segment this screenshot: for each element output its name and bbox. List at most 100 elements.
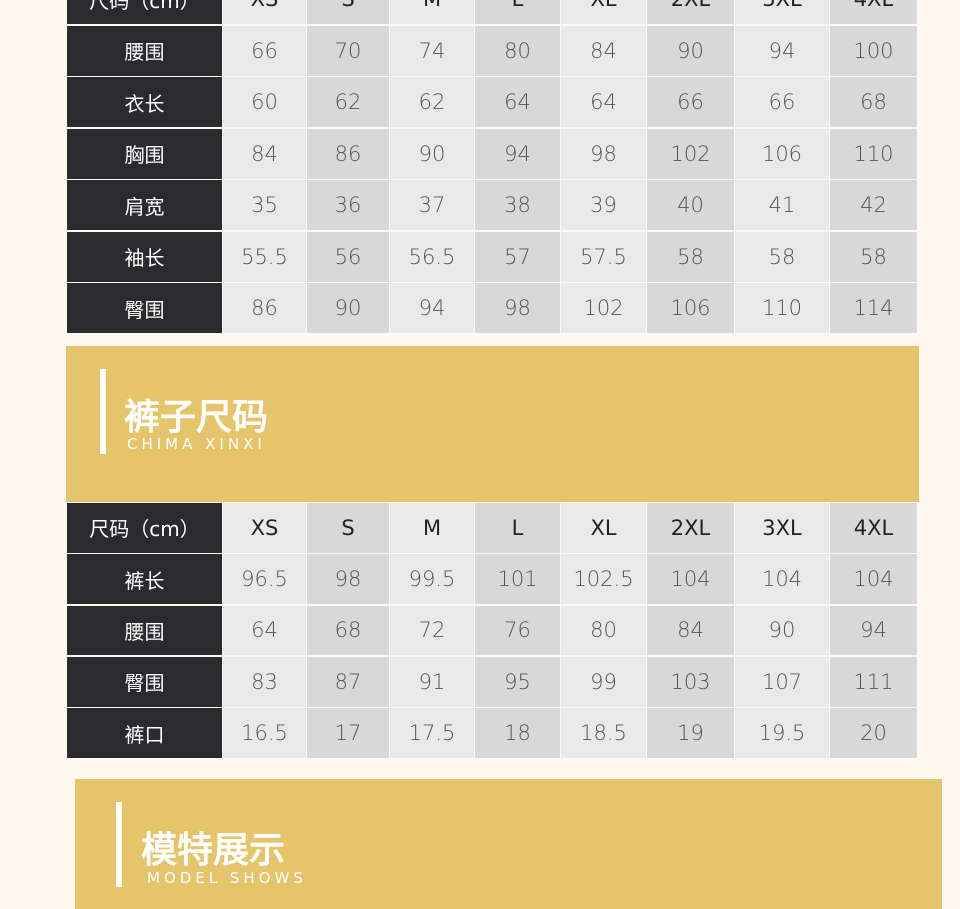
row-label: 腰围 [67, 605, 222, 656]
size-value: 17.5 [390, 708, 474, 758]
row-label: 臀围 [67, 283, 222, 333]
size-value: 90 [390, 128, 474, 179]
size-value: 58 [735, 231, 829, 282]
size-value: 102 [561, 283, 646, 333]
banner-subtitle: CHIMA XINXI [127, 435, 266, 453]
size-value: 94 [475, 128, 560, 179]
size-value: 95 [475, 656, 560, 707]
size-value: 107 [735, 656, 829, 707]
size-header: 4XL [830, 0, 917, 24]
size-value: 91 [390, 656, 474, 707]
size-value: 16.5 [223, 708, 306, 758]
size-value: 94 [830, 605, 917, 656]
size-value: 76 [475, 605, 560, 656]
size-header: XS [223, 0, 306, 24]
size-header: M [390, 503, 474, 553]
size-value: 98 [307, 554, 389, 605]
size-value: 110 [830, 128, 917, 179]
size-header: XL [561, 0, 646, 24]
size-value: 58 [830, 231, 917, 282]
size-value: 58 [647, 231, 734, 282]
size-value: 90 [735, 605, 829, 656]
size-value: 106 [647, 283, 734, 333]
size-header: S [307, 0, 389, 24]
size-value: 62 [307, 77, 389, 127]
size-value: 56 [307, 231, 389, 282]
size-value: 86 [307, 128, 389, 179]
size-value: 86 [223, 283, 306, 333]
accent-bar [100, 369, 106, 454]
banner-subtitle: MODEL SHOWS [147, 869, 307, 887]
size-value: 20 [830, 708, 917, 758]
size-header: L [475, 503, 560, 553]
size-value: 72 [390, 605, 474, 656]
size-value: 68 [307, 605, 389, 656]
size-value: 94 [735, 25, 829, 76]
banner-title: 裤子尺码 [124, 397, 269, 438]
size-value: 18.5 [561, 708, 646, 758]
banner-title: 模特展示 [141, 830, 286, 871]
size-value: 106 [735, 128, 829, 179]
size-value: 84 [223, 128, 306, 179]
size-value: 110 [735, 283, 829, 333]
size-value: 87 [307, 656, 389, 707]
row-label: 尺码（cm） [67, 0, 222, 24]
size-value: 18 [475, 708, 560, 758]
size-value: 84 [561, 25, 646, 76]
size-value: 70 [307, 25, 389, 76]
size-header: 3XL [735, 503, 829, 553]
size-value: 84 [647, 605, 734, 656]
size-value: 37 [390, 180, 474, 230]
size-value: 42 [830, 180, 917, 230]
size-value: 66 [223, 25, 306, 76]
size-value: 17 [307, 708, 389, 758]
size-value: 100 [830, 25, 917, 76]
size-value: 94 [390, 283, 474, 333]
size-value: 80 [561, 605, 646, 656]
size-value: 56.5 [390, 231, 474, 282]
size-value: 90 [647, 25, 734, 76]
size-value: 62 [390, 77, 474, 127]
size-value: 39 [561, 180, 646, 230]
size-value: 55.5 [223, 231, 306, 282]
row-label: 尺码（cm） [67, 503, 222, 553]
size-value: 96.5 [223, 554, 306, 605]
size-value: 103 [647, 656, 734, 707]
size-value: 83 [223, 656, 306, 707]
size-header: L [475, 0, 560, 24]
size-value: 99 [561, 656, 646, 707]
row-label: 臀围 [67, 656, 222, 707]
size-value: 114 [830, 283, 917, 333]
size-header: 3XL [735, 0, 829, 24]
size-value: 66 [735, 77, 829, 127]
accent-bar [116, 802, 122, 887]
row-label: 衣长 [67, 77, 222, 127]
size-value: 64 [223, 605, 306, 656]
size-header: XS [223, 503, 306, 553]
size-value: 40 [647, 180, 734, 230]
size-value: 102 [647, 128, 734, 179]
size-value: 101 [475, 554, 560, 605]
size-value: 19.5 [735, 708, 829, 758]
size-value: 74 [390, 25, 474, 76]
size-value: 36 [307, 180, 389, 230]
size-value: 64 [475, 77, 560, 127]
size-value: 57.5 [561, 231, 646, 282]
row-label: 腰围 [67, 25, 222, 76]
row-label: 胸围 [67, 128, 222, 179]
size-header: S [307, 503, 389, 553]
size-value: 111 [830, 656, 917, 707]
size-value: 19 [647, 708, 734, 758]
size-value: 80 [475, 25, 560, 76]
size-value: 98 [475, 283, 560, 333]
size-value: 38 [475, 180, 560, 230]
size-value: 102.5 [561, 554, 646, 605]
size-value: 41 [735, 180, 829, 230]
size-value: 98 [561, 128, 646, 179]
size-value: 57 [475, 231, 560, 282]
size-value: 104 [830, 554, 917, 605]
row-label: 肩宽 [67, 180, 222, 230]
size-header: M [390, 0, 474, 24]
size-header: 2XL [647, 0, 734, 24]
